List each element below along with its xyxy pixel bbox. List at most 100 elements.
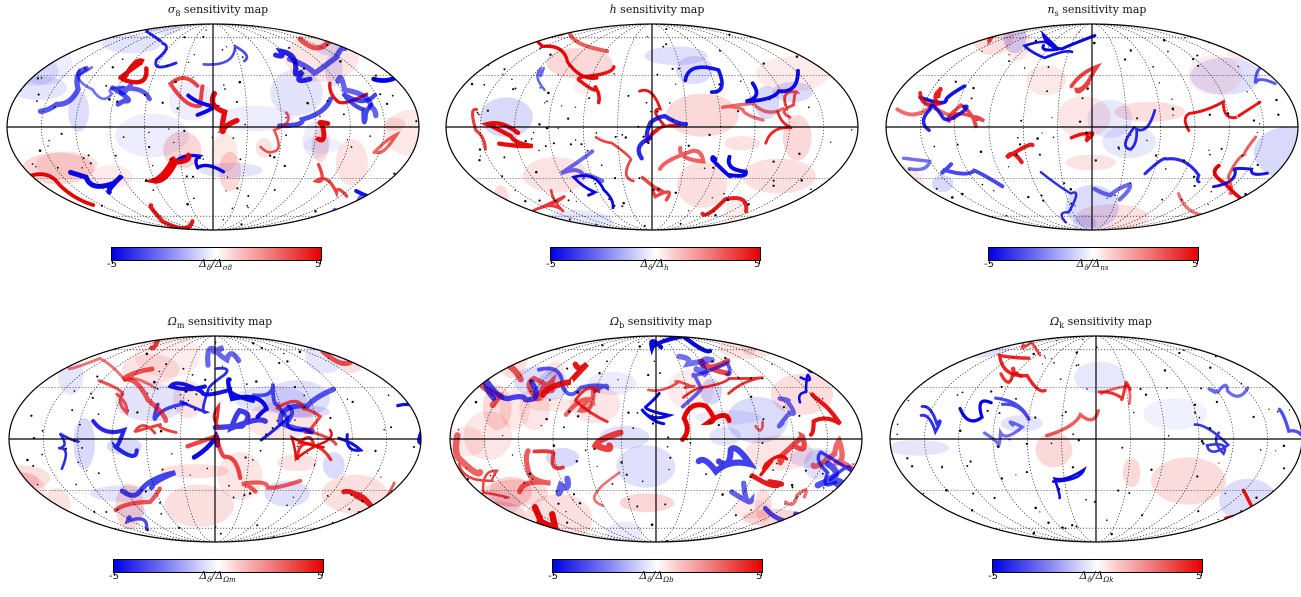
filament — [170, 153, 226, 174]
point-source — [665, 28, 668, 31]
point-source — [512, 525, 515, 528]
point-source — [43, 215, 45, 217]
point-source — [562, 426, 565, 429]
filament — [770, 205, 821, 230]
field-patch — [1074, 361, 1125, 394]
point-source — [1052, 136, 1055, 139]
point-source — [457, 429, 460, 431]
point-source — [546, 100, 548, 103]
mollweide-map — [6, 23, 420, 231]
filament — [1045, 409, 1101, 438]
filament — [143, 152, 192, 184]
point-source — [79, 423, 81, 426]
filament — [335, 74, 379, 119]
filament — [354, 188, 410, 218]
point-source — [183, 129, 186, 132]
point-source — [1144, 393, 1148, 396]
filament — [683, 65, 724, 94]
field-patch — [890, 440, 950, 456]
field-patch — [644, 46, 708, 66]
axes — [890, 336, 1301, 542]
point-source — [51, 506, 55, 509]
point-source — [1051, 117, 1053, 119]
field-patch — [450, 363, 465, 378]
filament — [997, 353, 1047, 393]
point-source — [651, 422, 655, 425]
point-source — [470, 82, 474, 86]
point-source — [535, 170, 538, 174]
point-source — [772, 160, 775, 163]
point-source — [1217, 518, 1219, 521]
point-source — [313, 464, 316, 466]
point-source — [1154, 154, 1158, 157]
point-source — [53, 106, 56, 108]
point-source — [987, 43, 989, 45]
point-source — [993, 219, 996, 223]
point-source — [1193, 403, 1197, 407]
filament — [982, 420, 1026, 447]
point-source — [374, 449, 377, 453]
filament — [277, 96, 334, 129]
point-source — [73, 390, 76, 392]
point-source — [222, 219, 224, 221]
filament — [895, 341, 939, 372]
point-source — [225, 190, 227, 192]
omega-m-panel: Ωm sensitivity map -5 5 Δδ/ΔΩm — [5, 312, 435, 597]
point-source — [947, 45, 949, 48]
point-source — [1164, 168, 1167, 170]
point-source — [584, 540, 587, 542]
point-source — [620, 461, 623, 464]
point-source — [446, 111, 448, 114]
map-outline — [445, 23, 859, 231]
point-source — [371, 44, 374, 46]
field-patch — [731, 499, 772, 519]
field-patch — [73, 417, 95, 470]
point-source — [632, 427, 635, 429]
point-source — [1198, 416, 1201, 419]
point-source — [775, 462, 778, 465]
point-source — [1020, 119, 1023, 122]
filament — [803, 353, 833, 374]
point-source — [601, 344, 604, 347]
map-outline — [8, 335, 422, 543]
point-source — [1200, 440, 1204, 443]
point-source — [502, 435, 504, 437]
point-source — [1106, 197, 1108, 199]
point-source — [403, 179, 406, 182]
point-source — [593, 447, 596, 451]
filament — [91, 419, 139, 458]
filament — [251, 383, 295, 424]
field-patch — [164, 484, 234, 527]
point-source — [1093, 41, 1096, 45]
point-source — [1078, 120, 1082, 123]
point-source — [815, 369, 818, 371]
point-source — [804, 469, 807, 472]
point-source — [1058, 488, 1061, 490]
point-source — [762, 418, 765, 421]
point-source — [390, 426, 393, 429]
field-patch — [463, 411, 512, 461]
point-source — [650, 110, 652, 113]
point-source — [1128, 492, 1131, 494]
point-source — [739, 80, 742, 82]
field-patch — [450, 511, 476, 542]
field-patch — [89, 165, 134, 189]
field-patch — [524, 494, 593, 542]
point-source — [656, 73, 659, 76]
point-source — [450, 184, 453, 186]
point-source — [383, 202, 387, 205]
point-source — [409, 75, 412, 78]
point-source — [48, 194, 50, 197]
point-source — [296, 445, 299, 448]
filament — [1040, 30, 1097, 52]
point-source — [711, 197, 713, 199]
point-source — [386, 24, 388, 26]
field-patch — [599, 425, 650, 449]
point-source — [677, 67, 680, 70]
point-source — [1197, 64, 1200, 67]
filament — [526, 373, 557, 402]
point-source — [1195, 228, 1197, 230]
point-source — [567, 199, 570, 202]
point-source — [1071, 466, 1075, 469]
point-source — [517, 219, 519, 221]
